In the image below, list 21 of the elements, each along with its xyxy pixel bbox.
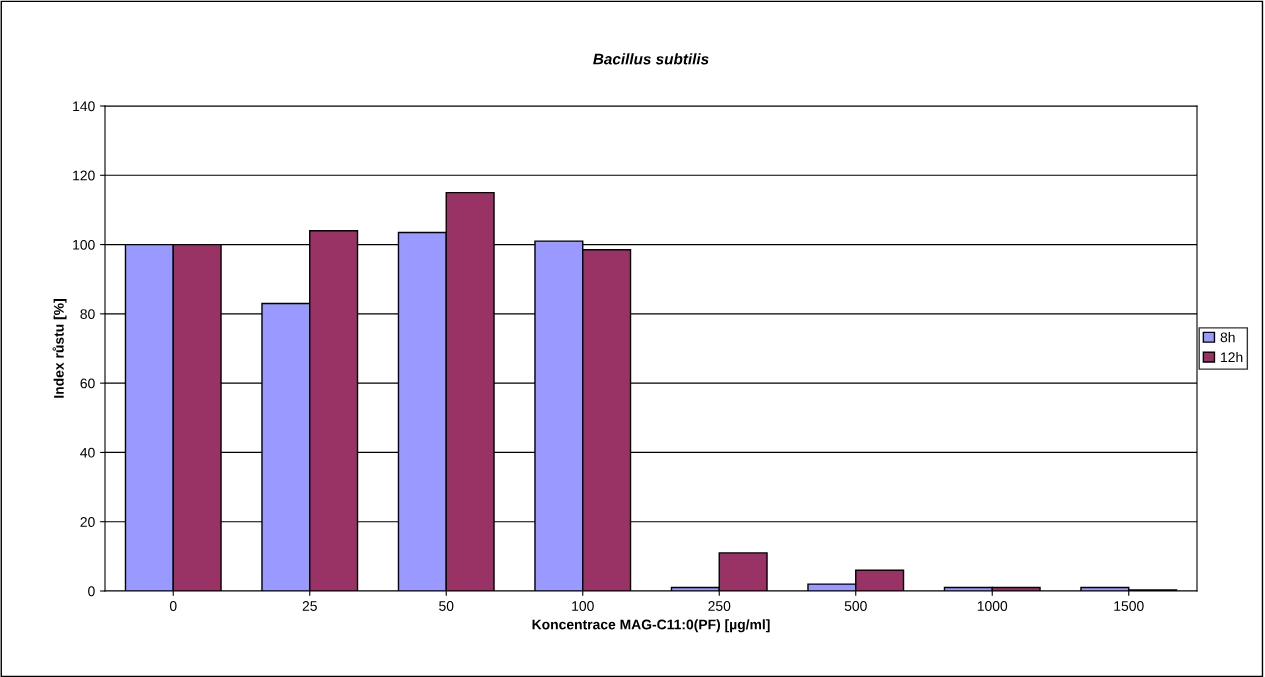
y-tick-label: 40 — [80, 447, 95, 458]
x-tick-label: 50 — [439, 601, 454, 611]
legend-label: 12h — [1221, 351, 1243, 363]
legend-label: 8h — [1220, 332, 1235, 343]
y-tick-label: 0 — [88, 586, 95, 597]
x-tick-label: 100 — [572, 601, 594, 611]
x-tick-label: 500 — [844, 601, 867, 611]
y-axis-title: Index růstu [%] — [52, 299, 67, 398]
y-tick-label: 100 — [73, 239, 95, 250]
y-tick-label: 20 — [80, 517, 95, 527]
y-tick-label: 60 — [80, 378, 95, 389]
y-tick-label: 80 — [80, 309, 95, 320]
y-tick-label: 140 — [73, 101, 95, 112]
x-axis-title: Koncentrace MAG-C11:0(PF) [µg/ml] — [532, 619, 770, 633]
x-tick-label: 1500 — [1114, 601, 1144, 611]
x-tick-label: 250 — [708, 601, 731, 611]
chart-title: Bacillus subtilis — [593, 53, 709, 65]
y-tick-label: 120 — [73, 170, 95, 181]
x-tick-label: 1000 — [977, 601, 1008, 611]
x-tick-label: 25 — [302, 601, 317, 611]
x-tick-label: 0 — [169, 601, 177, 611]
